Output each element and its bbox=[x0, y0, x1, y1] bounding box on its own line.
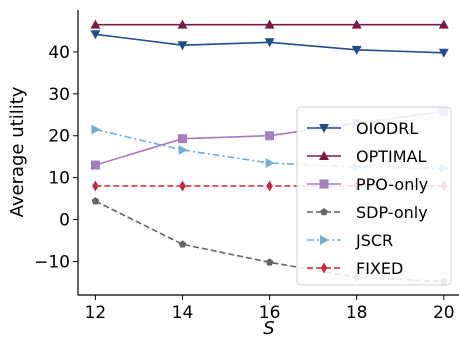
y-tick-label: 30 bbox=[48, 85, 70, 105]
data-point-optimal-20 bbox=[438, 19, 449, 29]
legend-label-jscr: JSCR bbox=[355, 231, 393, 250]
x-tick-label: 14 bbox=[172, 303, 194, 323]
data-point-sdp-only-16 bbox=[265, 258, 274, 266]
data-point-optimal-12 bbox=[90, 19, 101, 29]
data-point-fixed-16 bbox=[266, 180, 273, 192]
x-tick-label: 16 bbox=[259, 303, 281, 323]
legend-marker-fixed bbox=[320, 262, 328, 274]
legend-label-sdp-only: SDP-only bbox=[356, 203, 428, 222]
data-point-oiodrl-12 bbox=[90, 30, 101, 40]
x-tick-label: 18 bbox=[346, 303, 368, 323]
series-line-sdp-only bbox=[95, 200, 444, 283]
data-point-optimal-18 bbox=[351, 19, 362, 29]
legend-item-fixed: FIXED bbox=[307, 259, 403, 278]
ticks-layer: 12 14 16 18 20 −10 0 10 20 30 40 bbox=[34, 43, 454, 323]
legend-label-ppo-only: PPO-only bbox=[356, 175, 428, 194]
data-point-optimal-14 bbox=[177, 19, 188, 29]
y-tick-label: −10 bbox=[34, 252, 70, 272]
legend-label-fixed: FIXED bbox=[356, 259, 403, 278]
legend-marker-jscr bbox=[320, 235, 329, 245]
y-tick-label: 10 bbox=[48, 169, 70, 189]
legend-item-optimal: OPTIMAL bbox=[307, 147, 426, 166]
legend-item-jscr: JSCR bbox=[307, 231, 393, 250]
legend-label-optimal: OPTIMAL bbox=[356, 147, 426, 166]
x-tick-label: 12 bbox=[85, 303, 107, 323]
x-axis-label: S bbox=[263, 318, 274, 339]
legend-item-ppo-only: PPO-only bbox=[307, 175, 428, 194]
legend-marker-optimal bbox=[319, 151, 329, 160]
y-tick-label: 20 bbox=[48, 127, 70, 147]
legend-marker-oiodrl bbox=[319, 124, 329, 133]
legend-box bbox=[296, 106, 452, 286]
data-point-oiodrl-16 bbox=[264, 38, 275, 48]
data-point-oiodrl-18 bbox=[351, 45, 362, 55]
data-point-jscr-12 bbox=[91, 124, 101, 135]
data-point-ppo-only-14 bbox=[178, 134, 188, 144]
series-oiodrl bbox=[90, 30, 449, 58]
data-point-fixed-12 bbox=[92, 180, 99, 192]
legend-marker-sdp-only bbox=[320, 208, 328, 216]
legend: OIODRL OPTIMAL PPO-only SDP-only JSCR FIXED bbox=[296, 106, 452, 286]
series-optimal bbox=[90, 19, 449, 29]
data-point-jscr-16 bbox=[265, 157, 275, 168]
data-point-sdp-only-12 bbox=[91, 197, 100, 205]
axes bbox=[77, 10, 459, 296]
y-tick-label: 40 bbox=[48, 43, 70, 63]
data-point-sdp-only-14 bbox=[178, 240, 187, 248]
data-point-oiodrl-14 bbox=[177, 41, 188, 51]
y-axis-label: Average utility bbox=[7, 86, 28, 217]
x-tick-label: 20 bbox=[433, 303, 455, 323]
data-point-optimal-16 bbox=[264, 19, 275, 29]
legend-label-oiodrl: OIODRL bbox=[356, 119, 418, 138]
data-point-oiodrl-20 bbox=[438, 48, 449, 58]
data-point-ppo-only-16 bbox=[265, 131, 275, 141]
data-point-jscr-14 bbox=[178, 144, 188, 155]
legend-item-oiodrl: OIODRL bbox=[307, 119, 418, 138]
data-point-ppo-only-12 bbox=[90, 160, 100, 170]
y-tick-label: 0 bbox=[59, 211, 70, 231]
legend-item-sdp-only: SDP-only bbox=[307, 203, 428, 222]
legend-marker-ppo-only bbox=[319, 179, 329, 189]
data-point-fixed-14 bbox=[179, 180, 186, 192]
